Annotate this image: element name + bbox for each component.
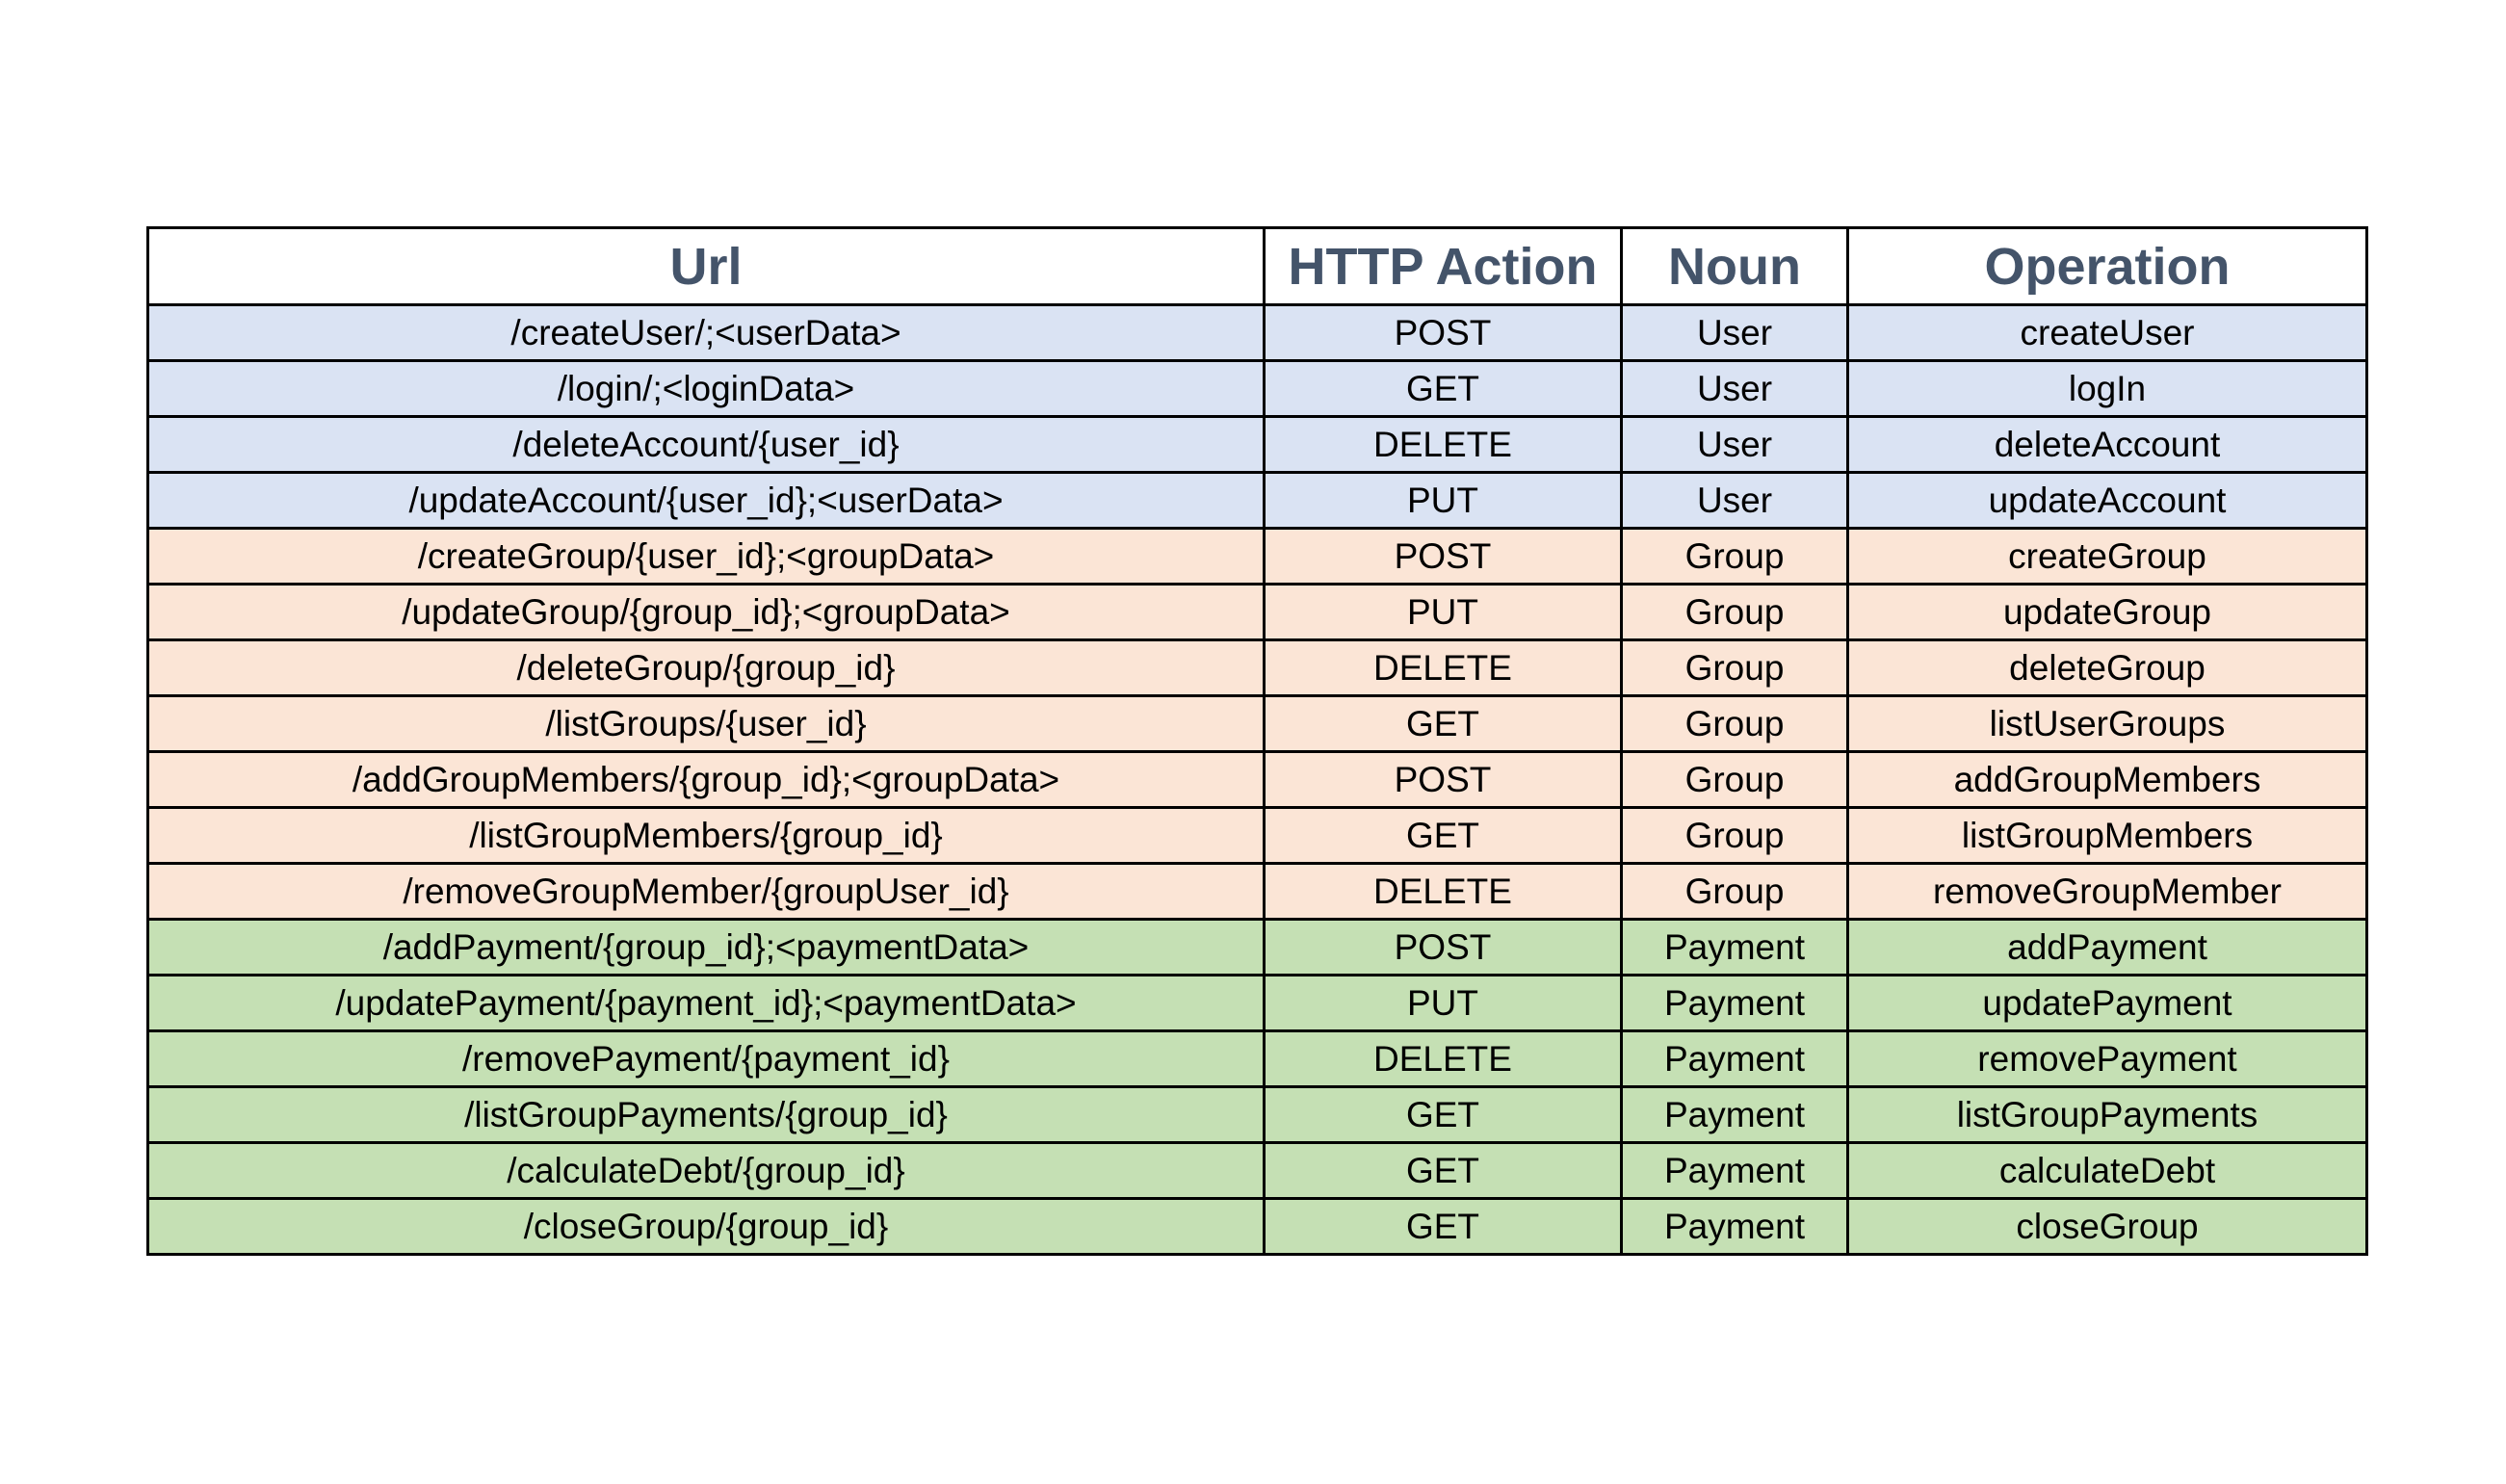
noun-cell: Group (1620, 694, 1849, 753)
table-row: /removeGroupMember/{groupUser_id} DELETE G… (146, 862, 2368, 921)
api-routes-table: Url HTTP Action Noun Operation /createUs… (146, 226, 2368, 1256)
table-row: /updateAccount/{user_id};<userData> PUT Us… (146, 471, 2368, 530)
header-noun: Noun (1620, 226, 1849, 306)
api-routes-table-container: Url HTTP Action Noun Operation /createUs… (146, 226, 2368, 1256)
http-action-cell: DELETE (1263, 862, 1623, 921)
noun-cell: User (1620, 415, 1849, 474)
operation-cell: listGroupMembers (1846, 806, 2368, 865)
table-row: /listGroupMembers/{group_id} GET Group list… (146, 806, 2368, 865)
header-operation: Operation (1846, 226, 2368, 306)
url-cell: /calculateDebt/{group_id} (146, 1141, 1266, 1200)
http-action-cell: GET (1263, 694, 1623, 753)
noun-cell: Payment (1620, 918, 1849, 976)
http-action-cell: PUT (1263, 974, 1623, 1032)
operation-cell: addPayment (1846, 918, 2368, 976)
noun-cell: Group (1620, 862, 1849, 921)
noun-cell: Payment (1620, 1197, 1849, 1256)
noun-cell: Group (1620, 638, 1849, 697)
header-url: Url (146, 226, 1266, 306)
http-action-cell: DELETE (1263, 638, 1623, 697)
url-cell: /updatePayment/{payment_id};<paymentData… (146, 974, 1266, 1032)
noun-cell: Group (1620, 750, 1849, 809)
operation-cell: createUser (1846, 303, 2368, 362)
noun-cell: Group (1620, 583, 1849, 641)
url-cell: /deleteAccount/{user_id} (146, 415, 1266, 474)
noun-cell: User (1620, 303, 1849, 362)
http-action-cell: GET (1263, 359, 1623, 418)
url-cell: /createUser/;<userData> (146, 303, 1266, 362)
operation-cell: listUserGroups (1846, 694, 2368, 753)
operation-cell: deleteAccount (1846, 415, 2368, 474)
operation-cell: addGroupMembers (1846, 750, 2368, 809)
table-row: /deleteGroup/{group_id} DELETE Group delete… (146, 638, 2368, 697)
http-action-cell: PUT (1263, 471, 1623, 530)
table-row: /deleteAccount/{user_id} DELETE User delete… (146, 415, 2368, 474)
table-row: /listGroupPayments/{group_id} GET Payment l… (146, 1085, 2368, 1144)
table-row: /removePayment/{payment_id} DELETE Payment… (146, 1029, 2368, 1088)
table-row: /calculateDebt/{group_id} GET Payment calcu… (146, 1141, 2368, 1200)
url-cell: /createGroup/{user_id};<groupData> (146, 527, 1266, 586)
operation-cell: calculateDebt (1846, 1141, 2368, 1200)
url-cell: /deleteGroup/{group_id} (146, 638, 1266, 697)
http-action-cell: GET (1263, 1197, 1623, 1256)
table-row: /listGroups/{user_id} GET Group listUserGro… (146, 694, 2368, 753)
http-action-cell: POST (1263, 918, 1623, 976)
noun-cell: Payment (1620, 1141, 1849, 1200)
http-action-cell: DELETE (1263, 1029, 1623, 1088)
header-row: Url HTTP Action Noun Operation (146, 226, 2368, 306)
operation-cell: removePayment (1846, 1029, 2368, 1088)
noun-cell: User (1620, 471, 1849, 530)
url-cell: /updateAccount/{user_id};<userData> (146, 471, 1266, 530)
url-cell: /closeGroup/{group_id} (146, 1197, 1266, 1256)
table-header: Url HTTP Action Noun Operation (146, 226, 2368, 306)
operation-cell: updateAccount (1846, 471, 2368, 530)
http-action-cell: GET (1263, 1085, 1623, 1144)
http-action-cell: GET (1263, 1141, 1623, 1200)
url-cell: /listGroupMembers/{group_id} (146, 806, 1266, 865)
header-http-action: HTTP Action (1263, 226, 1623, 306)
operation-cell: deleteGroup (1846, 638, 2368, 697)
table-row: /addPayment/{group_id};<paymentData> POST… (146, 918, 2368, 976)
table-row: /updateGroup/{group_id};<groupData> PUT Gr… (146, 583, 2368, 641)
table-body: /createUser/;<userData> POST User createUse… (146, 303, 2368, 1256)
noun-cell: Payment (1620, 1029, 1849, 1088)
operation-cell: updateGroup (1846, 583, 2368, 641)
operation-cell: listGroupPayments (1846, 1085, 2368, 1144)
http-action-cell: PUT (1263, 583, 1623, 641)
table-row: /login/;<loginData> GET User logIn (146, 359, 2368, 418)
url-cell: /listGroups/{user_id} (146, 694, 1266, 753)
table-row: /addGroupMembers/{group_id};<groupData> P… (146, 750, 2368, 809)
http-action-cell: POST (1263, 303, 1623, 362)
operation-cell: createGroup (1846, 527, 2368, 586)
table-row: /updatePayment/{payment_id};<paymentData… (146, 974, 2368, 1032)
noun-cell: Payment (1620, 974, 1849, 1032)
table-row: /closeGroup/{group_id} GET Payment closeGro… (146, 1197, 2368, 1256)
url-cell: /removeGroupMember/{groupUser_id} (146, 862, 1266, 921)
operation-cell: logIn (1846, 359, 2368, 418)
url-cell: /login/;<loginData> (146, 359, 1266, 418)
table-row: /createUser/;<userData> POST User createUse… (146, 303, 2368, 362)
operation-cell: closeGroup (1846, 1197, 2368, 1256)
url-cell: /addGroupMembers/{group_id};<groupData> (146, 750, 1266, 809)
http-action-cell: POST (1263, 750, 1623, 809)
url-cell: /addPayment/{group_id};<paymentData> (146, 918, 1266, 976)
operation-cell: removeGroupMember (1846, 862, 2368, 921)
noun-cell: User (1620, 359, 1849, 418)
url-cell: /listGroupPayments/{group_id} (146, 1085, 1266, 1144)
noun-cell: Payment (1620, 1085, 1849, 1144)
url-cell: /updateGroup/{group_id};<groupData> (146, 583, 1266, 641)
noun-cell: Group (1620, 527, 1849, 586)
table-row: /createGroup/{user_id};<groupData> POST Gr… (146, 527, 2368, 586)
http-action-cell: DELETE (1263, 415, 1623, 474)
url-cell: /removePayment/{payment_id} (146, 1029, 1266, 1088)
noun-cell: Group (1620, 806, 1849, 865)
http-action-cell: GET (1263, 806, 1623, 865)
operation-cell: updatePayment (1846, 974, 2368, 1032)
http-action-cell: POST (1263, 527, 1623, 586)
